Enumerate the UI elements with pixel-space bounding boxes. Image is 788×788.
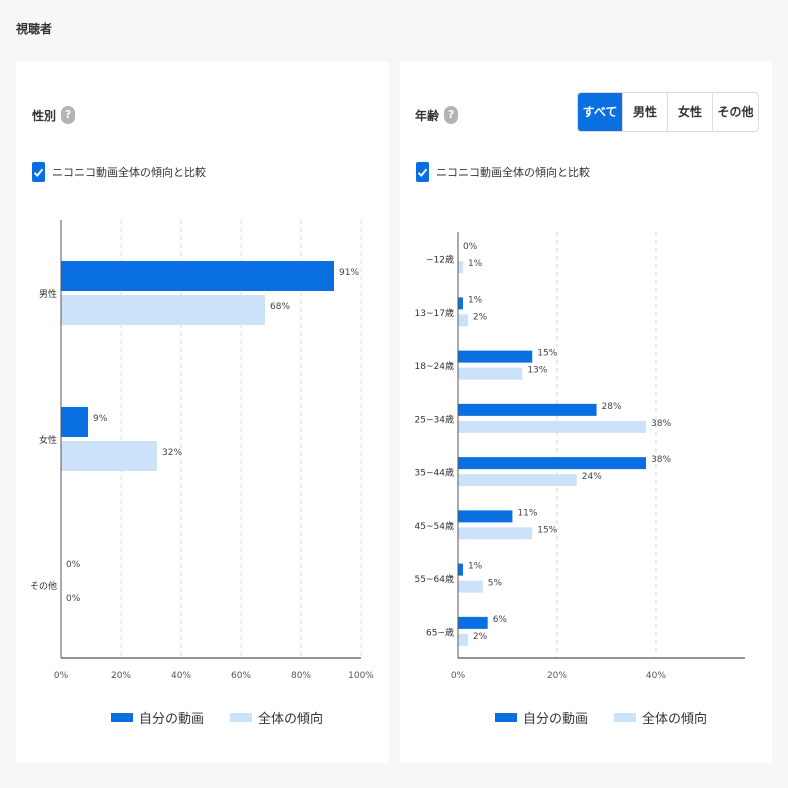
age-compare-toggle[interactable]: ニコニコ動画全体の傾向と比較 bbox=[416, 162, 590, 182]
data-label: 0% bbox=[66, 594, 81, 604]
section-title: 視聴者 bbox=[16, 22, 53, 36]
legend-item-all[interactable]: 全体の傾向 bbox=[230, 708, 323, 727]
checkbox-checked-icon[interactable] bbox=[32, 162, 45, 182]
bar-own bbox=[458, 457, 647, 470]
legend-item-all[interactable]: 全体の傾向 bbox=[614, 708, 707, 727]
data-label: 0% bbox=[463, 242, 478, 252]
bar-own bbox=[458, 563, 463, 576]
data-label: 24% bbox=[582, 472, 602, 482]
bar-own bbox=[458, 616, 488, 629]
gender-compare-label: ニコニコ動画全体の傾向と比較 bbox=[52, 166, 206, 179]
data-label: 0% bbox=[66, 560, 81, 570]
legend-label-own: 自分の動画 bbox=[523, 712, 589, 727]
x-tick-label: 0% bbox=[451, 671, 466, 681]
legend-swatch-own bbox=[111, 713, 133, 722]
category-label: 18~24歳 bbox=[415, 360, 454, 372]
tab-female[interactable]: 女性 bbox=[667, 93, 712, 131]
category-label: 35~44歳 bbox=[415, 467, 454, 479]
tab-other[interactable]: その他 bbox=[712, 93, 758, 131]
age-panel: 年齢 ? すべて 男性 女性 その他 ニコニコ動画全体の傾向と比較 0% 20% 4… bbox=[400, 62, 772, 763]
data-label: 2% bbox=[473, 632, 488, 642]
legend-label-all: 全体の傾向 bbox=[642, 712, 708, 727]
x-tick-label: 20% bbox=[111, 671, 131, 681]
x-tick-label: 0% bbox=[54, 671, 69, 681]
gender-chart: 0% 20% 40% 60% 80% 100% 男性 91% 68% 女性 9% 32% その他 0% 0% bbox=[30, 220, 374, 681]
checkbox-checked-icon[interactable] bbox=[416, 162, 429, 182]
gender-compare-toggle[interactable]: ニコニコ動画全体の傾向と比較 bbox=[32, 162, 206, 182]
bar-all bbox=[458, 527, 533, 540]
tab-male[interactable]: 男性 bbox=[622, 93, 667, 131]
age-chart: 0% 20% 40% ~12歳 0% 1% 13~17歳 1% 2% 18~24歳 15% 13% 25… bbox=[415, 232, 745, 681]
data-label: 32% bbox=[162, 448, 182, 458]
legend-item-own[interactable]: 自分の動画 bbox=[495, 708, 588, 727]
data-label: 15% bbox=[537, 349, 557, 359]
data-label: 1% bbox=[468, 562, 483, 572]
data-label: 38% bbox=[651, 419, 671, 429]
legend-swatch-all bbox=[614, 713, 637, 722]
category-label: 13~17歳 bbox=[415, 307, 454, 319]
x-tick-label: 20% bbox=[547, 671, 567, 681]
data-label: 6% bbox=[493, 615, 508, 625]
data-label: 2% bbox=[473, 312, 488, 322]
category-label: 65~歳 bbox=[426, 626, 454, 638]
bar-all bbox=[61, 295, 265, 325]
category-label: 45~54歳 bbox=[415, 520, 454, 532]
x-tick-label: 40% bbox=[171, 671, 191, 681]
x-tick-label: 100% bbox=[348, 671, 374, 681]
category-label: ~12歳 bbox=[426, 254, 454, 266]
category-label: 女性 bbox=[39, 434, 57, 446]
age-compare-label: ニコニコ動画全体の傾向と比較 bbox=[436, 166, 590, 179]
data-label: 91% bbox=[339, 268, 359, 278]
bar-all bbox=[458, 420, 647, 433]
x-tick-label: 40% bbox=[646, 671, 666, 681]
tab-all[interactable]: すべて bbox=[578, 93, 622, 131]
legend-label-own: 自分の動画 bbox=[139, 712, 205, 727]
bar-own bbox=[458, 510, 513, 523]
help-icon[interactable]: ? bbox=[61, 106, 76, 124]
legend-swatch-all bbox=[230, 713, 253, 722]
category-label: その他 bbox=[30, 580, 57, 592]
bar-own bbox=[458, 297, 463, 310]
bar-all bbox=[458, 474, 577, 487]
help-icon[interactable]: ? bbox=[444, 106, 459, 124]
data-label: 1% bbox=[468, 295, 483, 305]
data-label: 1% bbox=[468, 259, 483, 269]
x-tick-label: 80% bbox=[291, 671, 311, 681]
legend-swatch-own bbox=[495, 713, 517, 722]
category-label: 男性 bbox=[39, 288, 57, 300]
data-label: 11% bbox=[517, 508, 537, 518]
age-title-label: 年齢 bbox=[415, 108, 440, 123]
gender-panel: 性別 ? ニコニコ動画全体の傾向と比較 0% 20% 40% 60% 80% 100% 男性… bbox=[16, 62, 389, 763]
data-label: 28% bbox=[602, 402, 622, 412]
bar-own bbox=[61, 261, 334, 291]
data-label: 5% bbox=[488, 579, 503, 589]
data-label: 68% bbox=[270, 302, 290, 312]
bar-all bbox=[61, 441, 157, 471]
bar-own bbox=[458, 403, 597, 416]
gender-legend: 自分の動画 全体の傾向 bbox=[111, 708, 349, 727]
bar-own bbox=[61, 407, 88, 437]
bar-all bbox=[458, 633, 468, 646]
age-title: 年齢 ? bbox=[415, 106, 459, 124]
category-label: 55~64歳 bbox=[415, 573, 454, 585]
bar-all bbox=[458, 367, 523, 380]
age-legend: 自分の動画 全体の傾向 bbox=[495, 708, 733, 727]
data-label: 15% bbox=[537, 525, 557, 535]
age-filter-tabs: すべて 男性 女性 その他 bbox=[577, 92, 759, 132]
bar-own bbox=[458, 350, 533, 363]
bar-all bbox=[458, 580, 483, 593]
legend-item-own[interactable]: 自分の動画 bbox=[111, 708, 204, 727]
data-label: 38% bbox=[651, 455, 671, 465]
x-tick-label: 60% bbox=[231, 671, 251, 681]
gender-title: 性別 ? bbox=[32, 106, 76, 124]
bar-all bbox=[458, 261, 463, 274]
category-label: 25~34歳 bbox=[415, 413, 454, 425]
data-label: 9% bbox=[93, 414, 108, 424]
bar-all bbox=[458, 314, 468, 327]
legend-label-all: 全体の傾向 bbox=[258, 712, 324, 727]
data-label: 13% bbox=[527, 366, 547, 376]
gender-title-label: 性別 bbox=[32, 108, 57, 123]
